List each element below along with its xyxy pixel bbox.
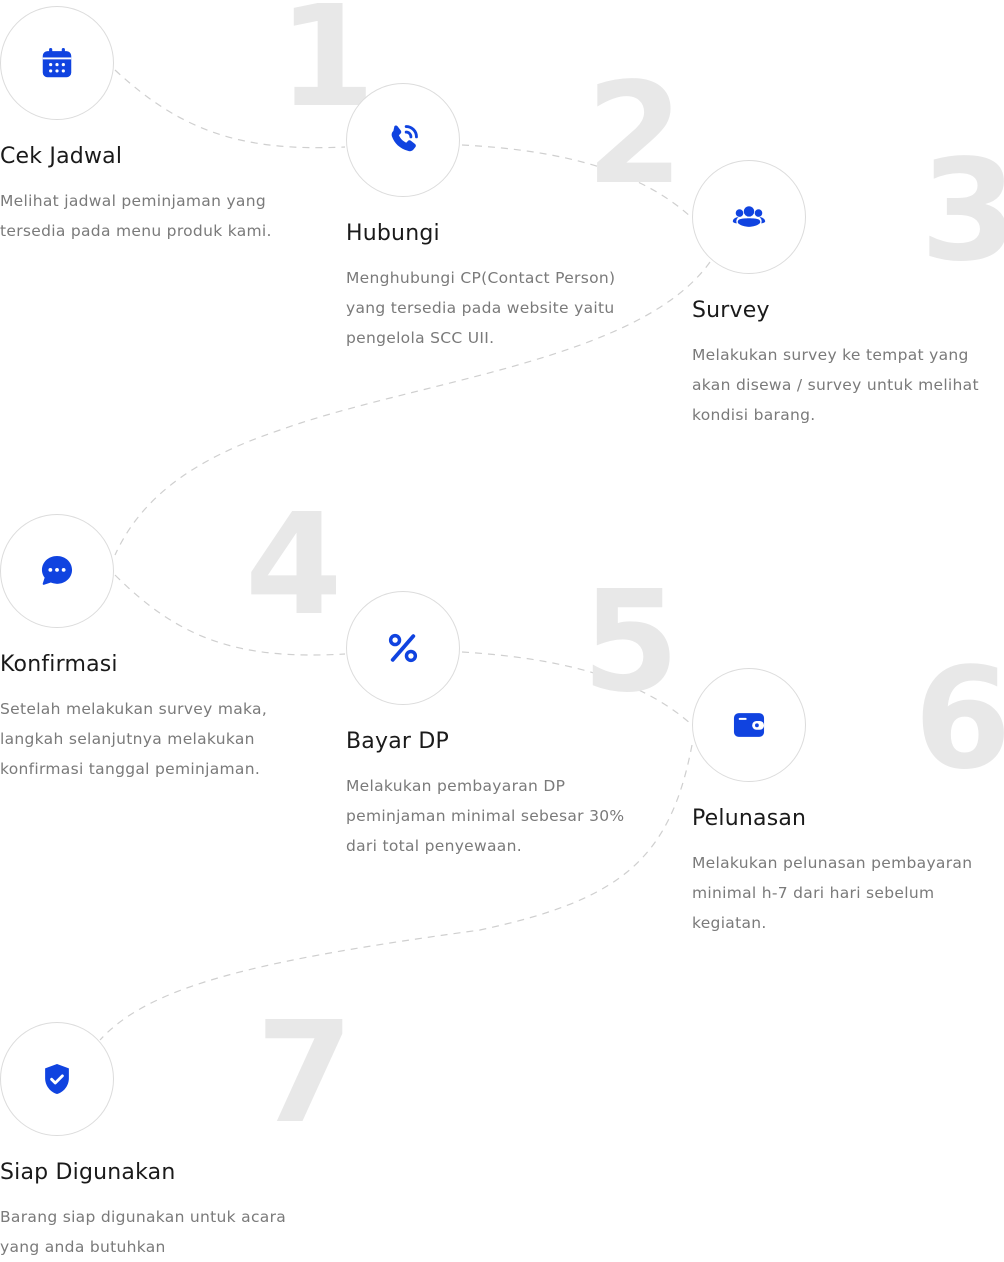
step-description: Menghubungi CP(Contact Person) yang ters… — [346, 269, 616, 347]
phone-icon — [391, 125, 418, 152]
step-title: Hubungi — [346, 221, 440, 246]
calendar-icon — [42, 47, 72, 78]
step-number: 3 — [920, 130, 1004, 293]
step-number: 7 — [256, 992, 353, 1155]
step-description: Setelah melakukan survey maka, langkah s… — [0, 700, 268, 778]
percent-icon — [388, 633, 418, 663]
step-number: 4 — [245, 484, 342, 647]
chat-icon — [41, 555, 73, 585]
step-icon-circle — [692, 160, 806, 274]
connector-6-7 — [99, 744, 693, 1041]
step-description: Melihat jadwal peminjaman yang tersedia … — [0, 192, 272, 240]
shield-check-icon — [45, 1063, 69, 1095]
connector-5-6 — [461, 651, 693, 726]
step-title: Pelunasan — [692, 806, 807, 831]
wallet-icon — [733, 713, 765, 737]
connector-4-5 — [114, 574, 346, 656]
step-title: Survey — [692, 298, 770, 323]
step-description: Melakukan pelunasan pembayaran minimal h… — [692, 854, 973, 932]
step-description: Melakukan pembayaran DP peminjaman minim… — [346, 777, 625, 855]
step-icon-circle — [346, 83, 460, 197]
step-icon-circle — [0, 1022, 114, 1136]
connector-1-2 — [114, 69, 346, 149]
step-icon-circle — [346, 591, 460, 705]
connector-2-3 — [461, 144, 693, 219]
step-title: Bayar DP — [346, 729, 449, 754]
step-icon-circle — [0, 6, 114, 120]
step-title: Cek Jadwal — [0, 144, 123, 169]
step-icon-circle — [0, 514, 114, 628]
step-icon-circle — [692, 668, 806, 782]
step-description: Barang siap digunakan untuk acara yang a… — [0, 1208, 287, 1256]
users-icon — [732, 206, 766, 227]
step-title: Konfirmasi — [0, 652, 118, 677]
step-title: Siap Digunakan — [0, 1160, 176, 1185]
step-number: 6 — [914, 638, 1004, 801]
connector-3-4 — [114, 261, 711, 556]
step-number: 2 — [586, 53, 683, 216]
step-number: 5 — [582, 561, 679, 724]
step-description: Melakukan survey ke tempat yang akan dis… — [692, 346, 979, 424]
